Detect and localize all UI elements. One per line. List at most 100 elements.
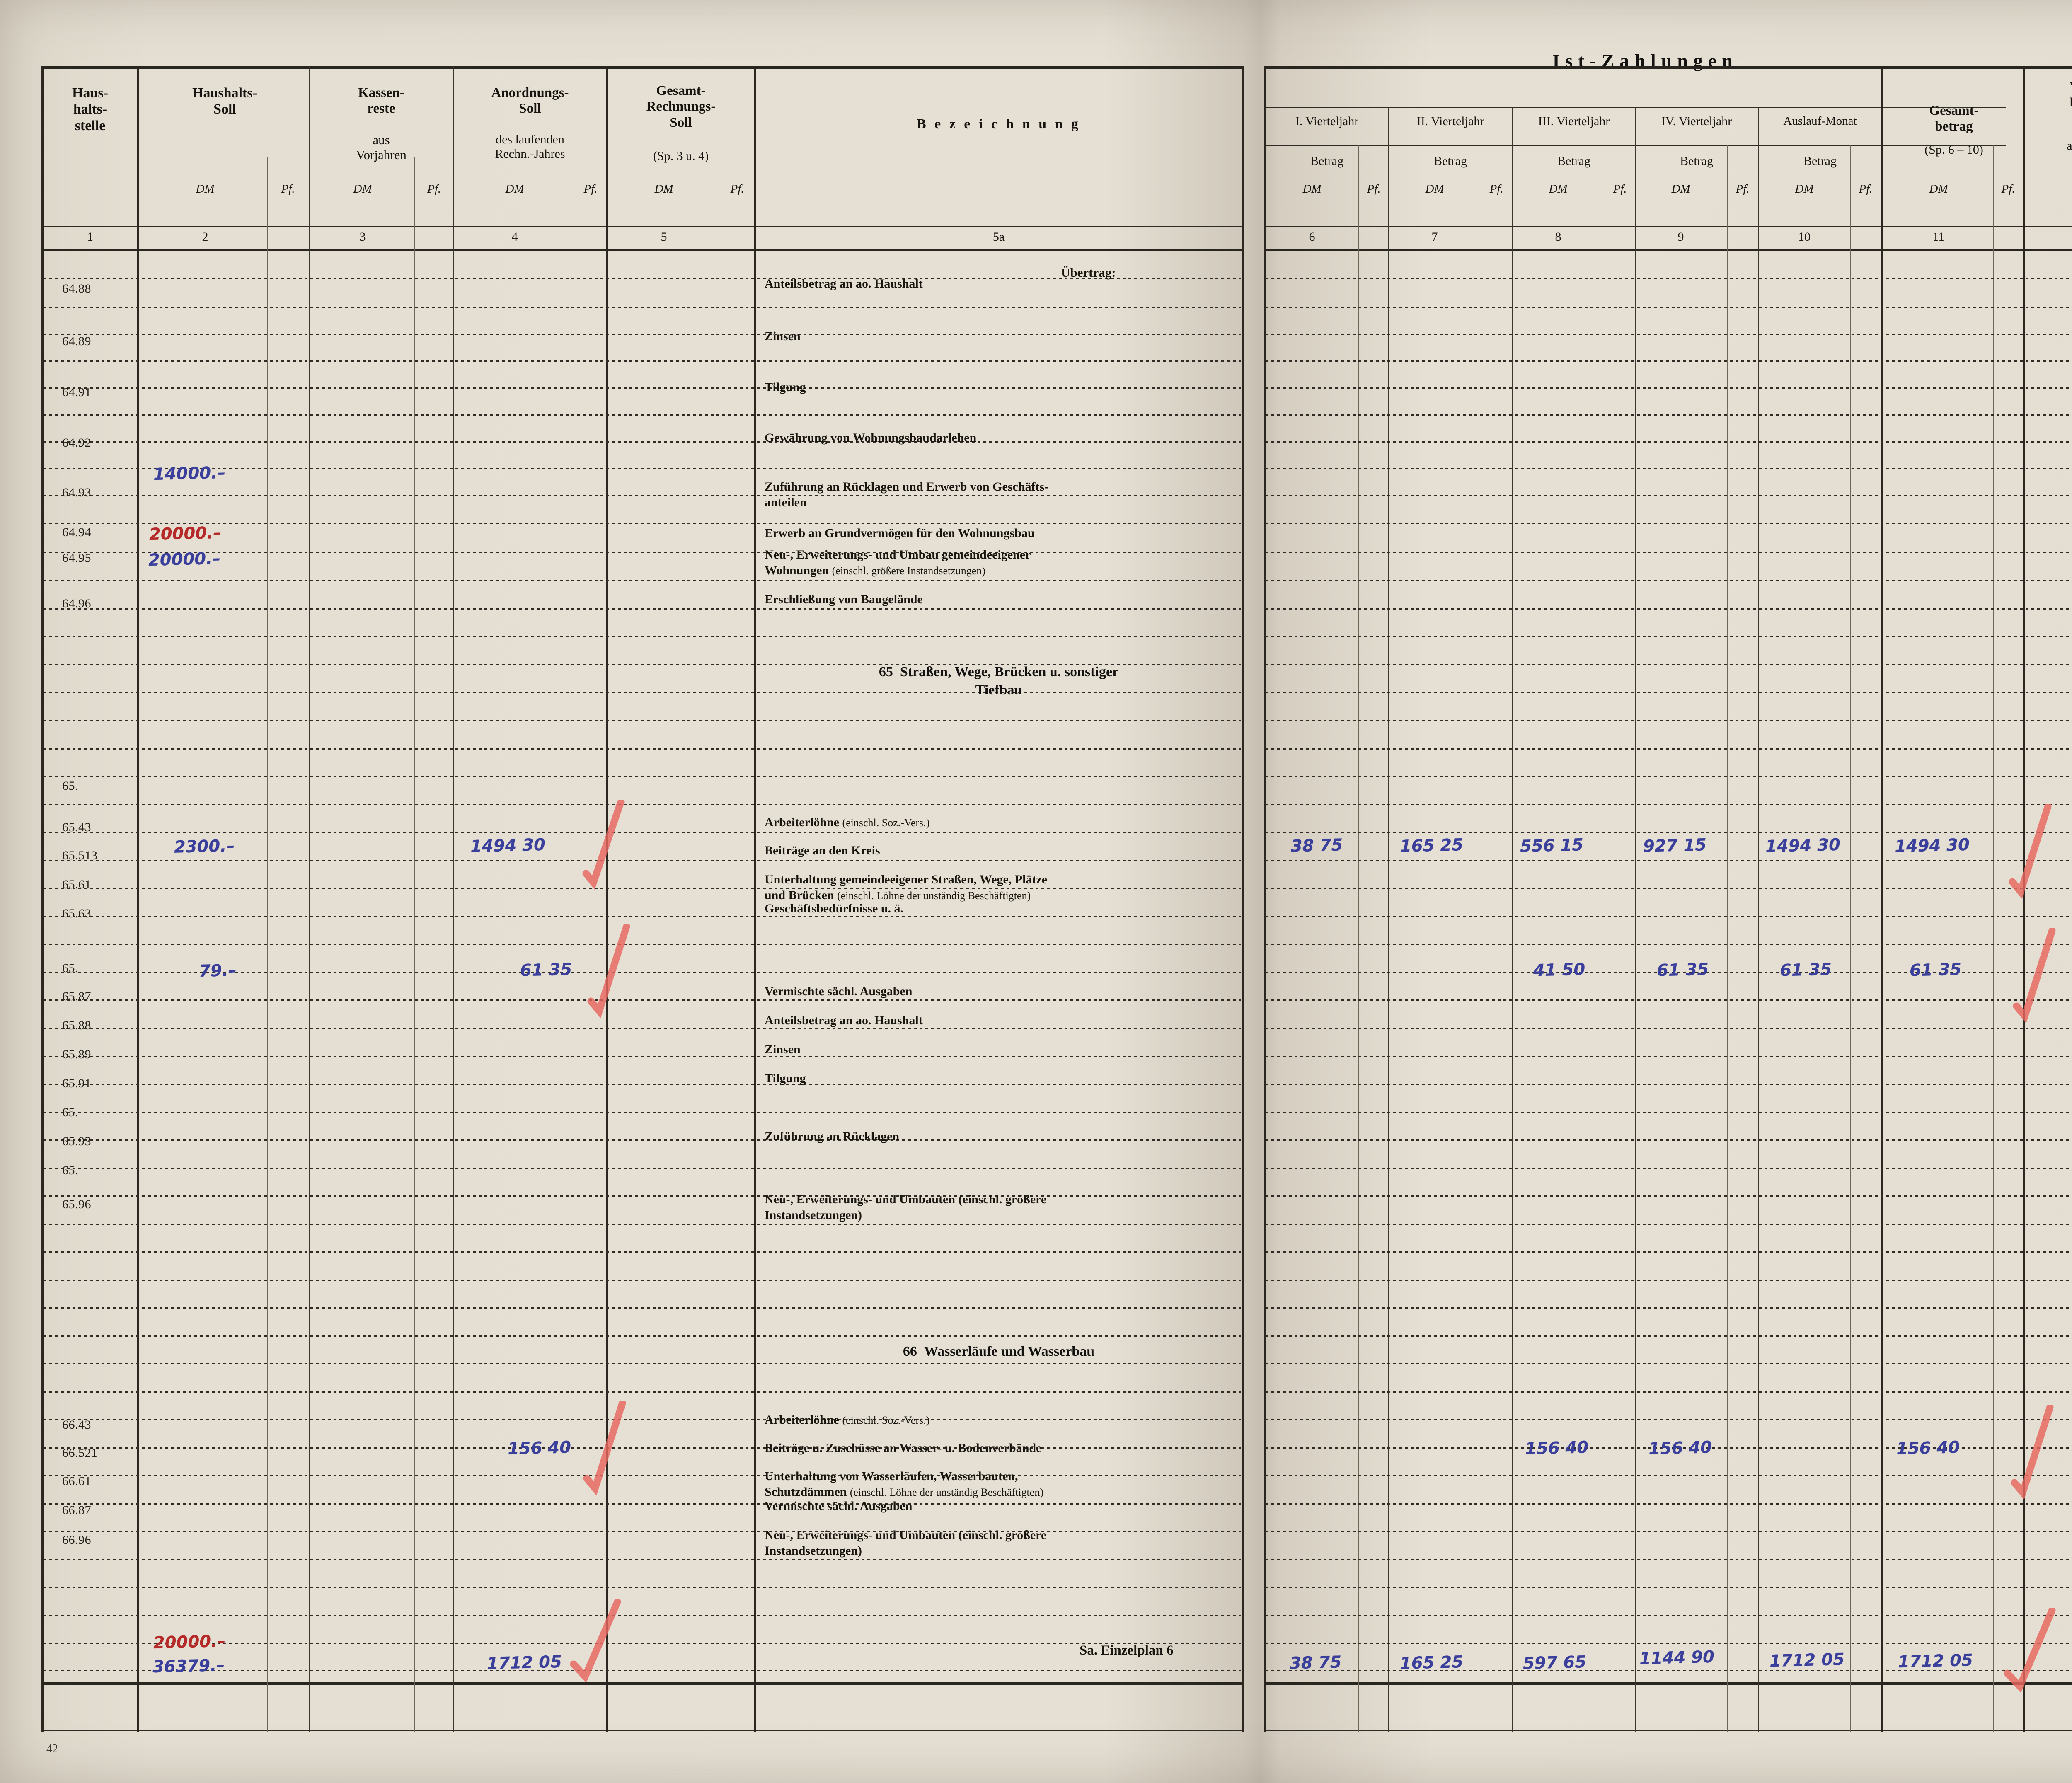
header-betrag-q1: Betrag	[1310, 154, 1343, 168]
row-rule	[1266, 1168, 2072, 1169]
hw-anordnungs-soll-66-61: 156 40	[507, 1438, 571, 1459]
pf-col6: Pf.	[1367, 182, 1381, 196]
row-rule	[1266, 1251, 2072, 1253]
row-rule	[44, 692, 1241, 693]
right-border-left	[1264, 66, 1266, 1732]
header-gesamt-rechnungs-soll-sub: (Sp. 3 u. 4)	[653, 149, 709, 163]
pf-col4: Pf.	[583, 182, 598, 196]
bezeichnung-cell: Neu-, Erweiterungs- und Umbauten (einsch…	[765, 1528, 1047, 1558]
row-rule	[44, 1391, 1241, 1393]
dm-col10: DM	[1795, 182, 1814, 196]
hw-total-haushalts-soll-blue: 36379.–	[152, 1655, 225, 1677]
haushaltsstelle-cell: 66.87	[62, 1503, 91, 1517]
row-rule	[1266, 1307, 2072, 1309]
bezeichnung-cell: Zinsen	[765, 329, 801, 343]
row-rule	[1266, 580, 2072, 581]
header-verbliebene-kassenreste-sub: (Sp. 5abzügl. Sp. 11)	[2067, 138, 2072, 152]
row-rule	[44, 1503, 1241, 1505]
row-rule	[1266, 1112, 2072, 1113]
row-rule	[1266, 1391, 2072, 1393]
header-haushalts-soll: Haushalts- Soll	[192, 85, 257, 117]
rule-col10-dm-pf	[1850, 145, 1851, 1732]
row-rule	[1266, 360, 2072, 362]
haushaltsstelle-cell: 64.92	[62, 436, 91, 450]
dm-col5: DM	[654, 182, 673, 196]
header-betrag-auslauf: Betrag	[1803, 154, 1837, 168]
left-colnum-top-rule	[41, 226, 1243, 227]
row-rule	[44, 1280, 1241, 1281]
bezeichnung-cell: Erwerb an Grundvermögen für den Wohnungs…	[765, 526, 1035, 540]
row-rule	[44, 1587, 1241, 1588]
haushaltsstelle-cell: 64.88	[62, 282, 91, 295]
bezeichnung-cell: Zuführung an Rücklagen	[765, 1130, 900, 1143]
header-betrag-q4: Betrag	[1680, 154, 1713, 168]
right-total-rule	[1264, 1682, 2072, 1685]
bezeichnung-cell: Beiträge an den Kreis	[765, 844, 880, 857]
row-rule	[1266, 1587, 2072, 1588]
haushaltsstelle-cell: 65.88	[62, 1019, 91, 1032]
haushaltsstelle-cell: 65.89	[62, 1048, 91, 1061]
row-rule	[44, 720, 1241, 721]
hw-gesamt-65-87: 61 35	[1909, 960, 1962, 980]
bezeichnung-cell: Tilgung	[765, 380, 806, 394]
rule-col8-col9	[1635, 107, 1636, 1732]
header-verbliebene-kassenreste: VerbliebeneKassenreste	[2026, 79, 2072, 111]
hw-q4-66-61: 156 40	[1648, 1438, 1712, 1459]
row-rule	[1266, 1195, 2072, 1197]
row-rule	[1266, 888, 2072, 889]
dm-col2: DM	[196, 182, 215, 196]
pf-col10: Pf.	[1859, 182, 1873, 196]
summe-label: Sa. Einzelplan 6	[1080, 1643, 1174, 1658]
right-colnum-top-rule	[1264, 226, 2072, 227]
pf-col11: Pf.	[2001, 182, 2015, 196]
hw-gesamt-65-61: 1494 30	[1894, 835, 1970, 856]
red-check-mark-r1	[2009, 804, 2052, 899]
hw-haushalts-soll-65-87: 79.–	[198, 960, 237, 981]
haushaltsstelle-cell: 64.93	[62, 486, 91, 499]
hw-haushalts-soll-65-61: 2300.–	[174, 836, 235, 857]
colnum-10: 10	[1798, 230, 1811, 244]
haushaltsstelle-cell: 65.	[62, 1164, 78, 1177]
hw-q4-65-61: 927 15	[1643, 835, 1707, 856]
row-rule	[1266, 1335, 2072, 1337]
header-bezeichnung: B e z e i c h n u n g	[916, 116, 1081, 132]
row-rule	[44, 1475, 1241, 1476]
hw-anordnungs-soll-65-87: 61 35	[520, 960, 572, 980]
uebertrag-label: Übertrag:	[1061, 265, 1116, 280]
red-check-mark-r4	[2004, 1608, 2056, 1693]
row-rule	[44, 495, 1241, 496]
right-bottom-rule	[1264, 1730, 2072, 1731]
dm-col6: DM	[1302, 182, 1322, 196]
header-betrag-q2: Betrag	[1434, 154, 1467, 168]
haushaltsstelle-cell: 66.96	[62, 1533, 91, 1547]
group-heading-66: 66 Wasserläufe und Wasserbau	[903, 1344, 1095, 1359]
row-rule	[1266, 1670, 2072, 1671]
haushaltsstelle-cell: 65.87	[62, 989, 91, 1003]
pf-col8: Pf.	[1613, 182, 1627, 196]
left-border-left	[41, 66, 44, 1732]
colnum-11: 11	[1932, 230, 1945, 244]
group-heading-65: 65 Straßen, Wege, Brücken u. sonstiger T…	[879, 664, 1119, 698]
haushaltsstelle-cell: 64.94	[62, 525, 91, 539]
hw-total-q1: 38 75	[1289, 1652, 1342, 1673]
row-rule	[44, 414, 1241, 416]
row-rule	[44, 1028, 1241, 1029]
hw-auslauf-65-87: 61 35	[1779, 960, 1832, 980]
rule-col10-col11	[1881, 66, 1883, 1732]
haushaltsstelle-cell: 65.	[62, 961, 78, 975]
header-q4: IV. Vierteljahr	[1661, 114, 1732, 128]
row-rule	[44, 1670, 1241, 1671]
row-rule	[44, 360, 1241, 362]
row-rule	[1266, 387, 2072, 389]
left-border-right	[1242, 66, 1244, 1732]
hw-q2-65-61: 165 25	[1399, 835, 1464, 856]
right-page: Blatt Ist-Zahlungen I.	[1251, 0, 2072, 1783]
haushaltsstelle-cell: 66.521	[62, 1446, 98, 1460]
row-rule	[44, 1447, 1241, 1449]
row-rule	[1266, 414, 2072, 416]
row-rule	[1266, 776, 2072, 777]
colnum-2: 2	[202, 230, 208, 244]
rule-col7-col8	[1512, 107, 1513, 1732]
hw-anordnungs-soll-65-61: 1494 30	[470, 835, 546, 856]
